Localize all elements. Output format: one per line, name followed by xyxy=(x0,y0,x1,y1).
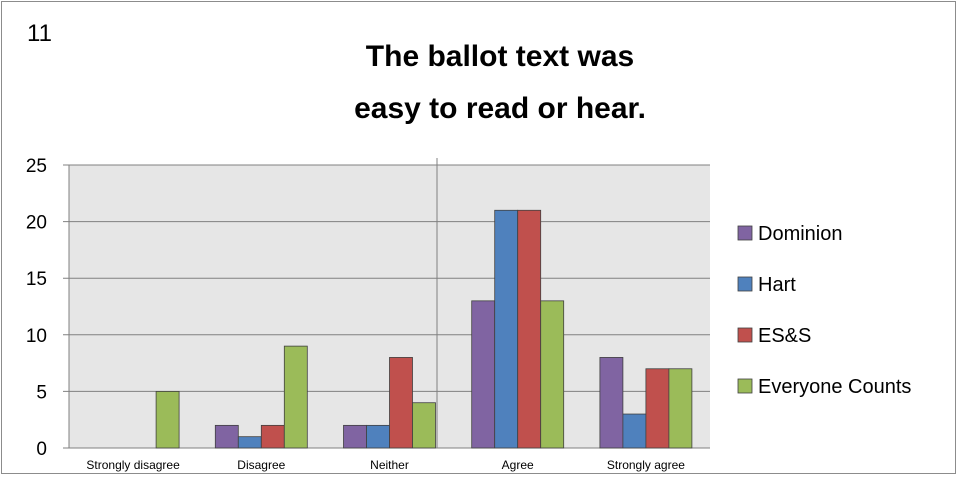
chart-title-line-2: easy to read or hear. xyxy=(354,92,646,125)
x-tick-label: Strongly disagree xyxy=(86,458,180,472)
legend-swatch-everyone-counts xyxy=(737,378,753,394)
x-tick-label: Disagree xyxy=(237,458,285,472)
legend-label-dominion: Dominion xyxy=(758,223,842,245)
bar-everyone-counts-strongly-agree xyxy=(668,368,693,449)
bar-es-s-strongly-agree xyxy=(645,368,670,449)
bar-es-s-agree xyxy=(517,209,542,449)
bar-dominion-strongly-agree xyxy=(599,357,624,449)
y-tick-label: 10 xyxy=(26,326,47,347)
y-tick-label: 0 xyxy=(36,439,47,460)
bar-dominion-neither xyxy=(343,424,367,449)
slide-number: 11 xyxy=(27,20,52,47)
x-tick-label: Neither xyxy=(370,458,409,472)
bar-dominion-disagree xyxy=(214,424,239,449)
legend-label-everyone-counts: Everyone Counts xyxy=(758,376,911,398)
y-tick-label: 5 xyxy=(36,382,47,403)
bar-hart-disagree xyxy=(237,436,262,449)
chart-title-line-1: The ballot text was xyxy=(365,40,635,73)
bar-dominion-agree xyxy=(471,300,496,449)
x-tick-label: Strongly agree xyxy=(607,458,685,472)
bar-es-s-disagree xyxy=(260,424,285,449)
x-tick-label: Agree xyxy=(502,458,534,472)
legend-swatch-es-s xyxy=(737,327,753,343)
legend-swatch-hart xyxy=(737,276,753,292)
legend-label-hart: Hart xyxy=(758,274,796,296)
bar-everyone-counts-neither xyxy=(412,402,436,449)
legend-label-es-s: ES&S xyxy=(758,325,811,347)
bar-hart-strongly-agree xyxy=(622,413,647,449)
bar-hart-agree xyxy=(494,209,519,449)
y-tick-label: 15 xyxy=(26,269,47,290)
bar-everyone-counts-agree xyxy=(540,300,565,449)
y-tick-label: 20 xyxy=(26,213,47,234)
bar-hart-neither xyxy=(366,424,390,449)
y-tick-label: 25 xyxy=(26,156,47,177)
legend-swatch-dominion xyxy=(737,225,753,241)
bar-everyone-counts-disagree xyxy=(283,345,308,449)
bar-es-s-neither xyxy=(389,357,413,449)
bar-everyone-counts-strongly-disagree xyxy=(155,390,180,449)
